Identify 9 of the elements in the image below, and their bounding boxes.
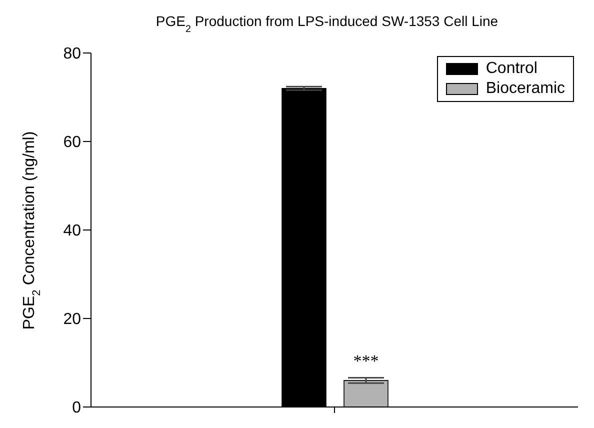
y-tick-label: 60: [63, 134, 82, 152]
legend-label: Bioceramic: [486, 79, 565, 99]
y-tick-label: 80: [63, 46, 82, 63]
legend-label: Control: [486, 59, 538, 79]
chart-title: PGE$_{2}$ Production from LPS-induced SW-1353 Cell Line: [156, 13, 498, 34]
annotation: ***: [353, 351, 379, 370]
y-tick-label: 40: [63, 222, 82, 240]
y-tick-label: 20: [63, 311, 82, 328]
y-tick-label: 0: [72, 400, 82, 417]
